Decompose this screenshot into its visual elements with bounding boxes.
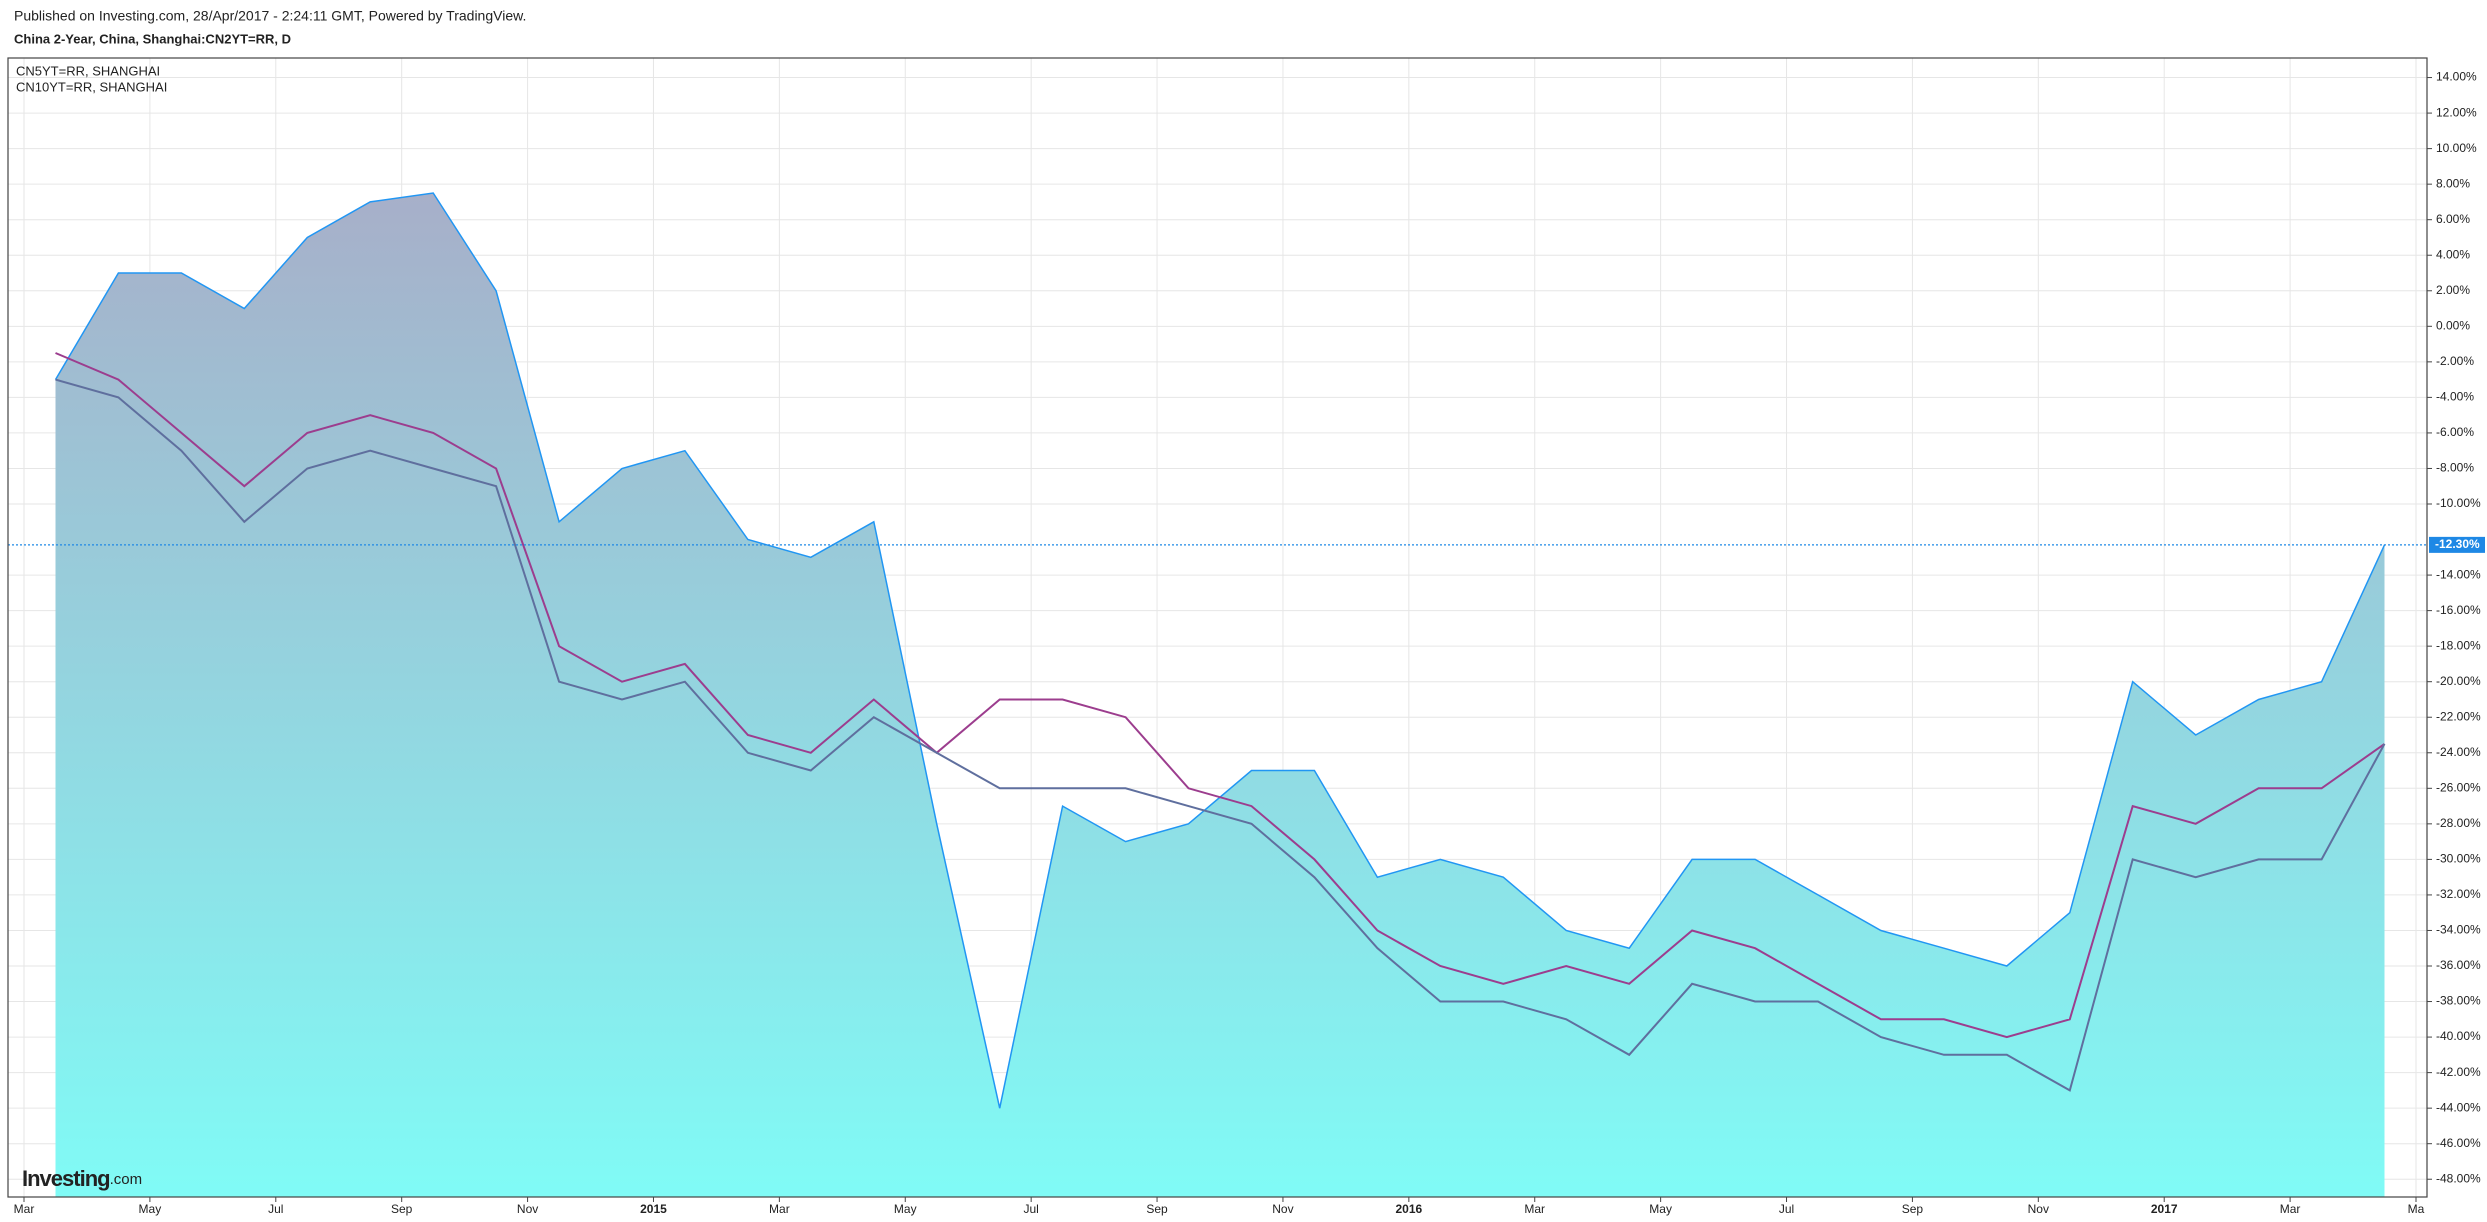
y-tick-label: -32.00% — [2436, 887, 2481, 901]
x-tick-label: Mar — [14, 1202, 35, 1216]
x-tick-label: Mar — [769, 1202, 790, 1216]
y-tick-label: -16.00% — [2436, 603, 2481, 617]
y-tick-label: -26.00% — [2436, 780, 2481, 794]
y-tick-label: 14.00% — [2436, 70, 2477, 84]
last-value-box — [2429, 536, 2485, 553]
plot — [8, 192, 2427, 1197]
y-tick-label: -30.00% — [2436, 852, 2481, 866]
x-tick-label: Sep — [1146, 1202, 1168, 1216]
y-tick-label: 10.00% — [2436, 141, 2477, 155]
x-tick-label: Nov — [517, 1202, 538, 1216]
x-tick-label: 2017 — [2151, 1202, 2178, 1216]
x-tick-label: Jul — [1023, 1202, 1038, 1216]
legend-entry: CN5YT=RR, SHANGHAI — [16, 63, 160, 78]
x-tick-label: May — [894, 1202, 917, 1216]
symbol-title: China 2-Year, China, Shanghai:CN2YT=RR, … — [14, 31, 291, 46]
y-tick-label: -4.00% — [2436, 390, 2474, 404]
y-tick-label: -2.00% — [2436, 354, 2474, 368]
y-tick-label: -14.00% — [2436, 567, 2481, 581]
y-tick-label: -8.00% — [2436, 461, 2474, 475]
y-tick-label: -24.00% — [2436, 745, 2481, 759]
x-tick-label: Mar — [1524, 1202, 1545, 1216]
y-tick-label: -36.00% — [2436, 958, 2481, 972]
y-tick-label: -40.00% — [2436, 1029, 2481, 1043]
logo-suffix: .com — [110, 1171, 143, 1188]
y-tick-label: 8.00% — [2436, 176, 2470, 190]
y-tick-label: -10.00% — [2436, 496, 2481, 510]
x-tick-label: Sep — [391, 1202, 413, 1216]
x-tick-label: Mar — [2280, 1202, 2301, 1216]
series-line — [55, 378, 2386, 1092]
y-tick-label: -18.00% — [2436, 638, 2481, 652]
y-tick-label: 2.00% — [2436, 283, 2470, 297]
x-tick-label: Sep — [1902, 1202, 1924, 1216]
plot-frame — [7, 57, 2428, 1198]
y-tick-label: -42.00% — [2436, 1065, 2481, 1079]
y-tick-label: 6.00% — [2436, 212, 2470, 226]
x-tick-label: Nov — [2028, 1202, 2049, 1216]
x-tick-label: 2015 — [640, 1202, 667, 1216]
y-tick-label: 0.00% — [2436, 318, 2470, 332]
last-value-label: -12.30% — [2435, 537, 2480, 551]
y-tick-label: -28.00% — [2436, 816, 2481, 830]
x-tick-label: Jul — [1779, 1202, 1794, 1216]
axes: 14.00% 12.00% 10.00% 8.00% 6.00% 4.00% 2.00% 0.… — [14, 63, 2485, 1216]
y-tick-label: -46.00% — [2436, 1136, 2481, 1150]
y-tick-label: -34.00% — [2436, 923, 2481, 937]
logo-brand: Investing — [22, 1166, 110, 1191]
x-tick-label: May — [1649, 1202, 1672, 1216]
y-tick-label: -22.00% — [2436, 709, 2481, 723]
x-tick-label: Ma — [2408, 1202, 2425, 1216]
legend-entry: CN10YT=RR, SHANGHAI — [16, 79, 167, 94]
series-line — [55, 352, 2386, 1039]
y-tick-label: -44.00% — [2436, 1100, 2481, 1114]
y-tick-label: -6.00% — [2436, 425, 2474, 439]
x-tick-label: Jul — [268, 1202, 283, 1216]
y-tick-label: 12.00% — [2436, 105, 2477, 119]
x-tick-label: May — [139, 1202, 162, 1216]
series-area — [55, 193, 2385, 1197]
x-tick-label: Nov — [1272, 1202, 1293, 1216]
logo: Investing.com — [22, 1166, 142, 1191]
published-note: Published on Investing.com, 28/Apr/2017 … — [14, 8, 526, 24]
y-tick-label: -20.00% — [2436, 674, 2481, 688]
y-tick-label: -48.00% — [2436, 1171, 2481, 1185]
y-tick-label: -38.00% — [2436, 994, 2481, 1008]
y-tick-label: 4.00% — [2436, 247, 2470, 261]
x-tick-label: 2016 — [1395, 1202, 1422, 1216]
